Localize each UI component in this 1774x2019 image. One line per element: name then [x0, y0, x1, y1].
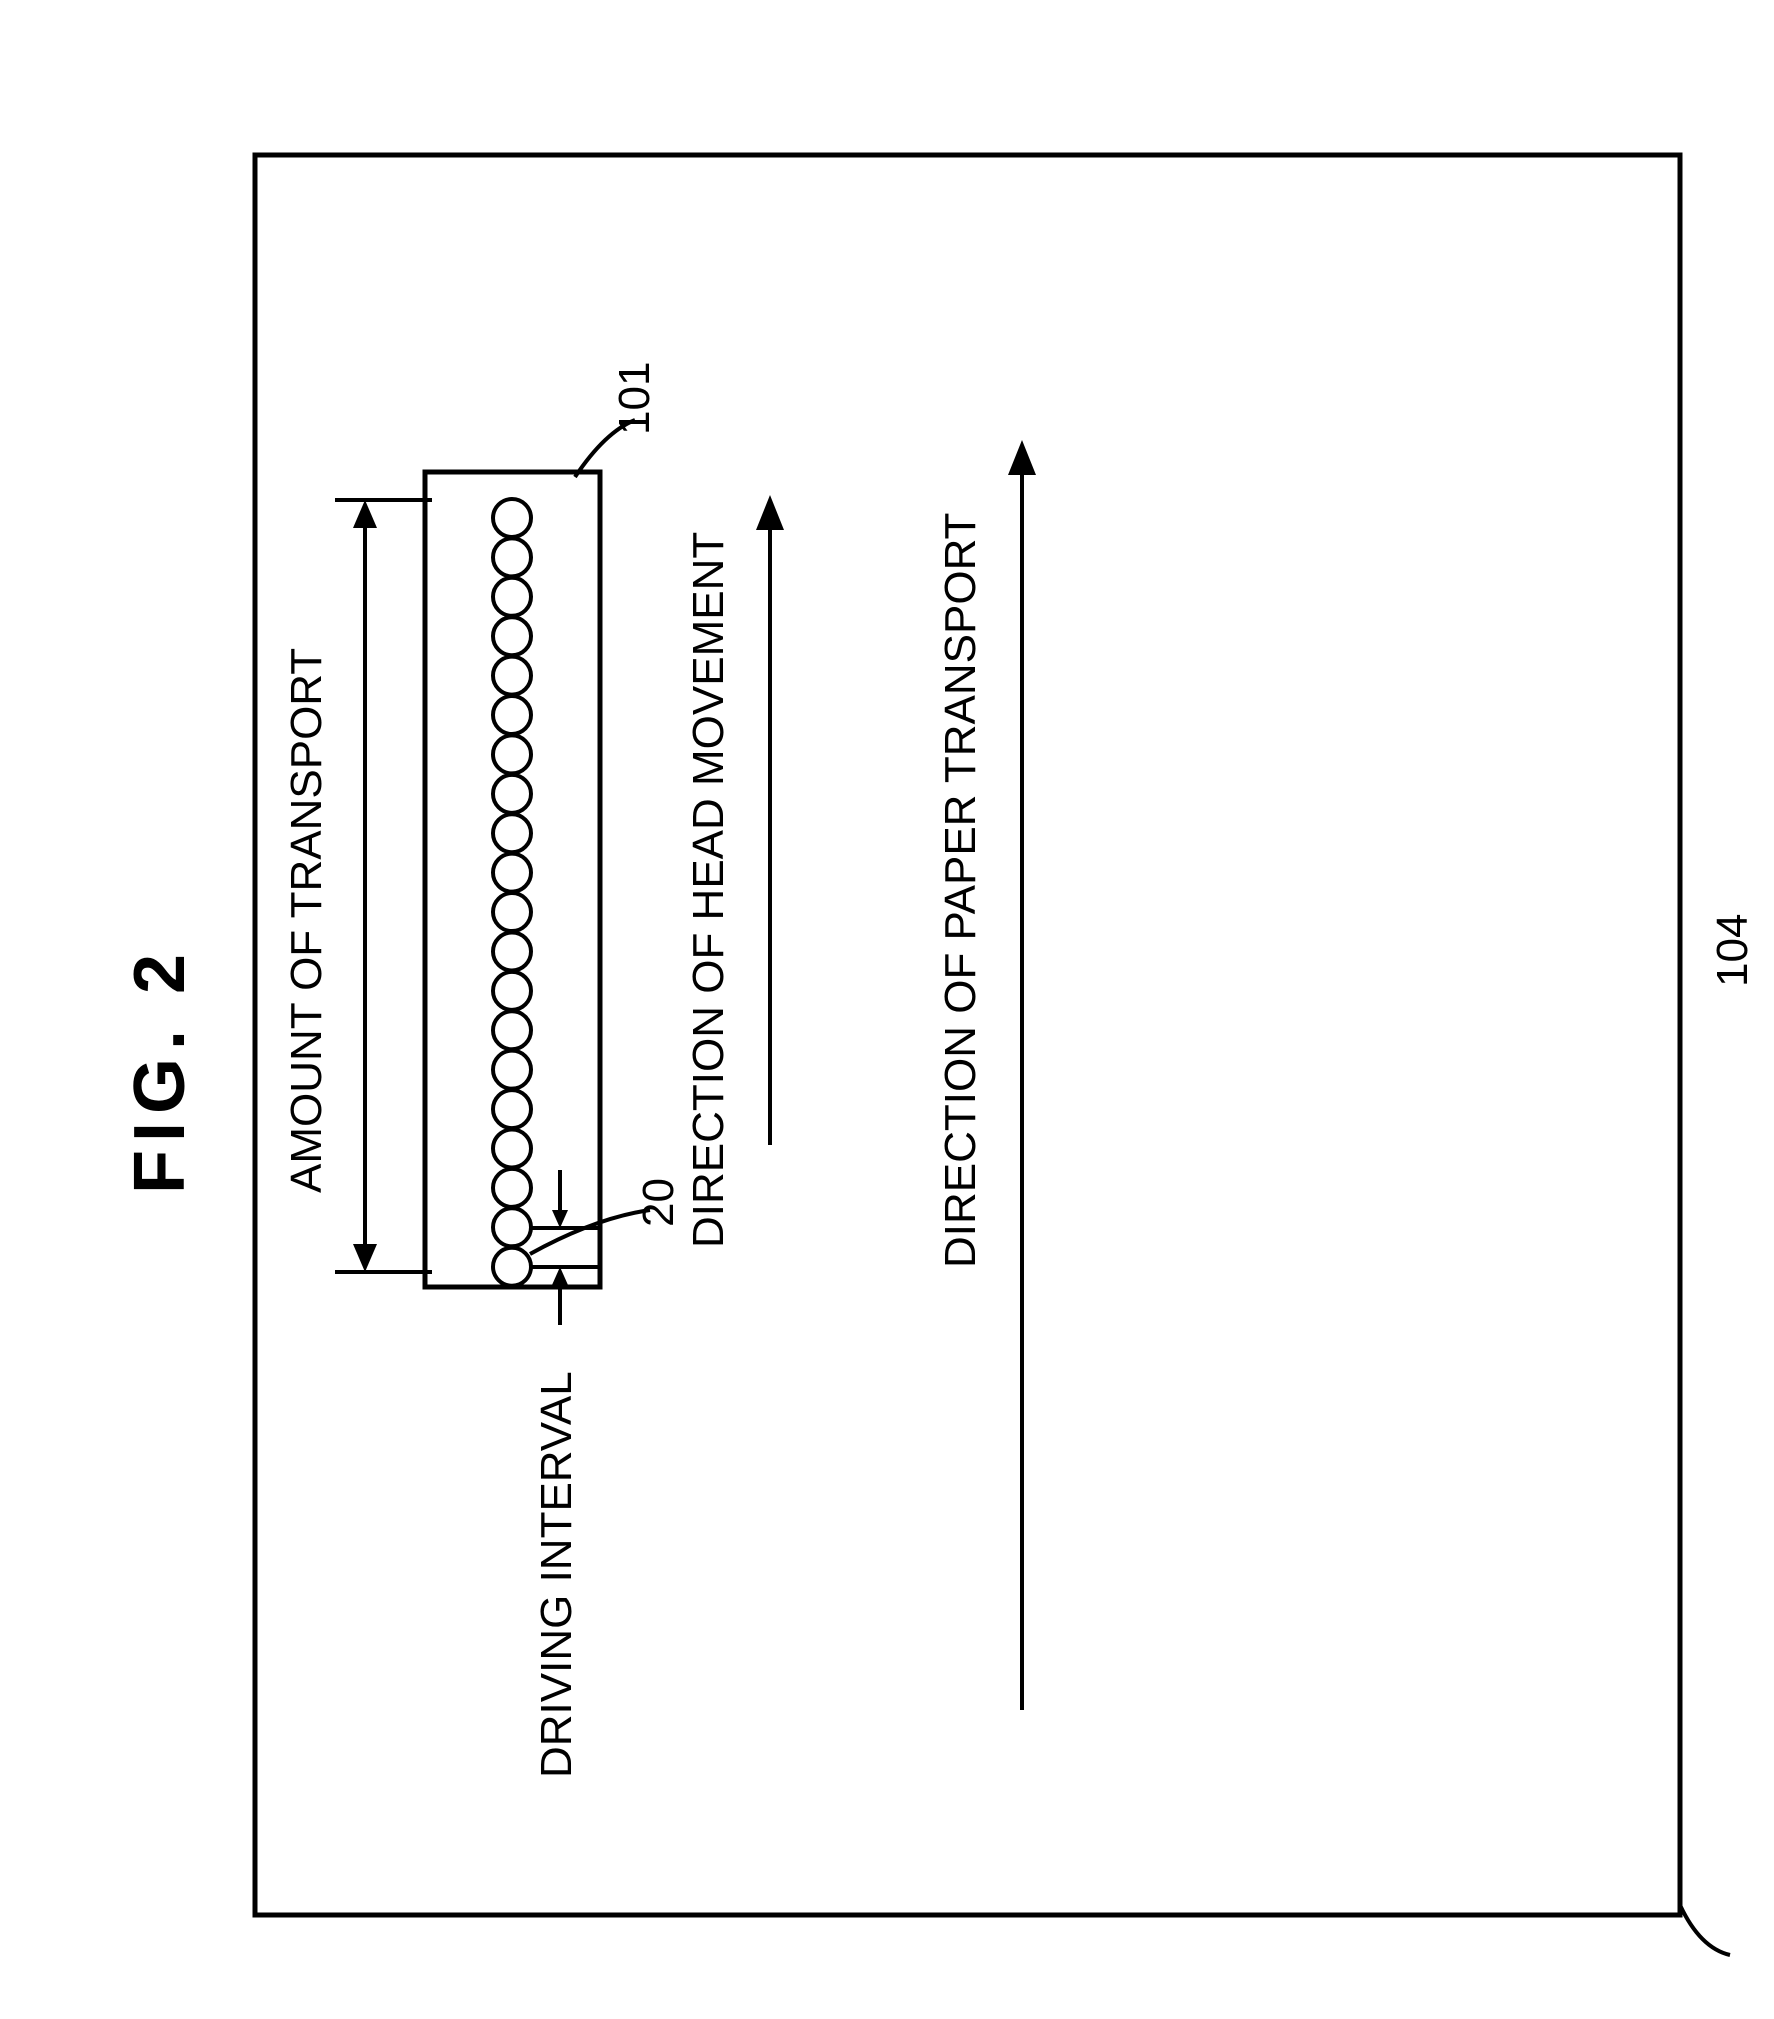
nozzle: [493, 1248, 531, 1286]
nozzle: [493, 814, 531, 852]
nozzle: [493, 499, 531, 537]
ref-101: 101: [610, 328, 666, 468]
nozzle: [493, 617, 531, 655]
nozzle: [493, 972, 531, 1010]
nozzle: [493, 893, 531, 931]
amount-of-transport-label: AMOUNT OF TRANSPORT: [282, 600, 338, 1240]
nozzle: [493, 696, 531, 734]
paper-transport-label: DIRECTION OF PAPER TRANSPORT: [936, 450, 992, 1330]
nozzle: [493, 1169, 531, 1207]
ref-104-leader: [1680, 1905, 1730, 1955]
nozzle: [493, 1208, 531, 1246]
nozzle: [493, 578, 531, 616]
ref-104: 104: [1708, 880, 1764, 1020]
nozzle: [493, 538, 531, 576]
nozzle: [493, 1129, 531, 1167]
nozzle: [493, 735, 531, 773]
nozzle: [493, 657, 531, 695]
driving-interval-label: DRIVING INTERVAL: [532, 1340, 588, 1810]
nozzle: [493, 1011, 531, 1049]
nozzle: [493, 932, 531, 970]
nozzle: [493, 854, 531, 892]
nozzle: [493, 775, 531, 813]
nozzle: [493, 1090, 531, 1128]
ref-20: 20: [634, 1148, 690, 1258]
nozzle: [493, 1051, 531, 1089]
head-movement-label: DIRECTION OF HEAD MOVEMENT: [684, 480, 740, 1300]
diagram-svg: [0, 0, 1774, 2019]
